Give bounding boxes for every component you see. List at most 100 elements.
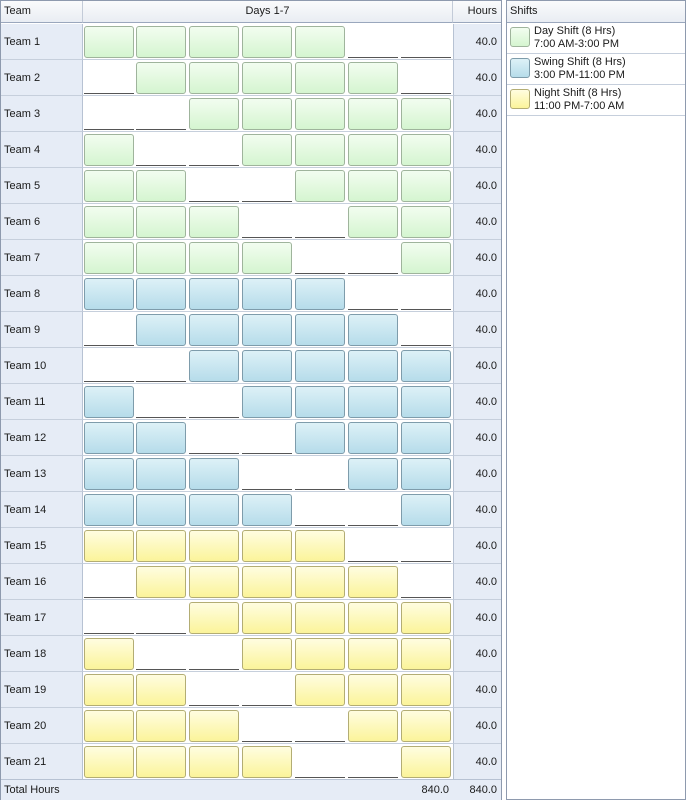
day-shift-block-day-2[interactable] bbox=[136, 242, 186, 274]
day-shift-block-day-1[interactable] bbox=[84, 170, 134, 202]
day-shift-block-day-5[interactable] bbox=[295, 170, 345, 202]
night-shift-block-day-1[interactable] bbox=[84, 638, 134, 670]
swing-shift-block-day-2[interactable] bbox=[136, 278, 186, 310]
day-off-slot-day-3[interactable] bbox=[189, 673, 239, 706]
day-off-slot-day-6[interactable] bbox=[348, 745, 398, 778]
day-off-slot-day-7[interactable] bbox=[401, 61, 451, 94]
night-shift-block-day-7[interactable] bbox=[401, 638, 451, 670]
swing-shift-block-day-7[interactable] bbox=[401, 422, 451, 454]
swing-shift-block-day-1[interactable] bbox=[84, 458, 134, 490]
day-shift-block-day-7[interactable] bbox=[401, 98, 451, 130]
day-shift-block-day-2[interactable] bbox=[136, 170, 186, 202]
night-shift-block-day-7[interactable] bbox=[401, 674, 451, 706]
day-off-slot-day-5[interactable] bbox=[295, 457, 345, 490]
team-row[interactable]: Team 17 40.0 bbox=[1, 600, 501, 636]
day-off-slot-day-4[interactable] bbox=[242, 673, 292, 706]
day-off-slot-day-6[interactable] bbox=[348, 25, 398, 58]
swing-shift-block-day-6[interactable] bbox=[348, 350, 398, 382]
swing-shift-block-day-7[interactable] bbox=[401, 350, 451, 382]
hours-column-header[interactable]: Hours bbox=[453, 1, 501, 23]
day-off-slot-day-5[interactable] bbox=[295, 241, 345, 274]
swing-shift-block-day-2[interactable] bbox=[136, 422, 186, 454]
legend-item-swing-shift[interactable]: Swing Shift (8 Hrs) 3:00 PM-11:00 PM bbox=[507, 54, 685, 85]
team-row[interactable]: Team 9 40.0 bbox=[1, 312, 501, 348]
day-off-slot-day-3[interactable] bbox=[189, 637, 239, 670]
night-shift-block-day-2[interactable] bbox=[136, 530, 186, 562]
day-off-slot-day-3[interactable] bbox=[189, 421, 239, 454]
day-shift-block-day-1[interactable] bbox=[84, 242, 134, 274]
day-shift-block-day-6[interactable] bbox=[348, 98, 398, 130]
swing-shift-block-day-7[interactable] bbox=[401, 386, 451, 418]
day-off-slot-day-2[interactable] bbox=[136, 385, 186, 418]
team-row[interactable]: Team 8 40.0 bbox=[1, 276, 501, 312]
team-row[interactable]: Team 2 40.0 bbox=[1, 60, 501, 96]
night-shift-block-day-4[interactable] bbox=[242, 746, 292, 778]
night-shift-block-day-2[interactable] bbox=[136, 746, 186, 778]
day-shift-block-day-7[interactable] bbox=[401, 134, 451, 166]
night-shift-block-day-1[interactable] bbox=[84, 746, 134, 778]
day-shift-block-day-2[interactable] bbox=[136, 62, 186, 94]
day-shift-block-day-2[interactable] bbox=[136, 26, 186, 58]
day-off-slot-day-4[interactable] bbox=[242, 421, 292, 454]
day-shift-block-day-3[interactable] bbox=[189, 242, 239, 274]
swing-shift-block-day-7[interactable] bbox=[401, 458, 451, 490]
day-shift-block-day-2[interactable] bbox=[136, 206, 186, 238]
night-shift-block-day-7[interactable] bbox=[401, 710, 451, 742]
night-shift-block-day-2[interactable] bbox=[136, 674, 186, 706]
night-shift-block-day-7[interactable] bbox=[401, 746, 451, 778]
day-off-slot-day-1[interactable] bbox=[84, 313, 134, 346]
day-off-slot-day-1[interactable] bbox=[84, 601, 134, 634]
team-row[interactable]: Team 16 40.0 bbox=[1, 564, 501, 600]
legend-item-night-shift[interactable]: Night Shift (8 Hrs) 11:00 PM-7:00 AM bbox=[507, 85, 685, 116]
day-off-slot-day-4[interactable] bbox=[242, 457, 292, 490]
day-off-slot-day-7[interactable] bbox=[401, 565, 451, 598]
team-row[interactable]: Team 1 40.0 bbox=[1, 24, 501, 60]
night-shift-block-day-1[interactable] bbox=[84, 710, 134, 742]
night-shift-block-day-6[interactable] bbox=[348, 602, 398, 634]
day-off-slot-day-7[interactable] bbox=[401, 25, 451, 58]
team-row[interactable]: Team 20 40.0 bbox=[1, 708, 501, 744]
swing-shift-block-day-2[interactable] bbox=[136, 494, 186, 526]
days-column-header[interactable]: Days 1-7 bbox=[83, 1, 453, 23]
team-row[interactable]: Team 3 40.0 bbox=[1, 96, 501, 132]
day-off-slot-day-5[interactable] bbox=[295, 493, 345, 526]
swing-shift-block-day-1[interactable] bbox=[84, 386, 134, 418]
night-shift-block-day-5[interactable] bbox=[295, 566, 345, 598]
day-shift-block-day-6[interactable] bbox=[348, 206, 398, 238]
swing-shift-block-day-5[interactable] bbox=[295, 422, 345, 454]
swing-shift-block-day-6[interactable] bbox=[348, 458, 398, 490]
day-off-slot-day-6[interactable] bbox=[348, 277, 398, 310]
day-off-slot-day-6[interactable] bbox=[348, 241, 398, 274]
team-row[interactable]: Team 12 40.0 bbox=[1, 420, 501, 456]
swing-shift-block-day-4[interactable] bbox=[242, 314, 292, 346]
swing-shift-block-day-5[interactable] bbox=[295, 278, 345, 310]
day-shift-block-day-6[interactable] bbox=[348, 170, 398, 202]
swing-shift-block-day-5[interactable] bbox=[295, 386, 345, 418]
night-shift-block-day-3[interactable] bbox=[189, 566, 239, 598]
night-shift-block-day-4[interactable] bbox=[242, 638, 292, 670]
team-row[interactable]: Team 4 40.0 bbox=[1, 132, 501, 168]
day-off-slot-day-2[interactable] bbox=[136, 349, 186, 382]
team-row[interactable]: Team 7 40.0 bbox=[1, 240, 501, 276]
day-off-slot-day-3[interactable] bbox=[189, 169, 239, 202]
swing-shift-block-day-4[interactable] bbox=[242, 278, 292, 310]
day-shift-block-day-4[interactable] bbox=[242, 98, 292, 130]
day-shift-block-day-4[interactable] bbox=[242, 134, 292, 166]
team-row[interactable]: Team 5 40.0 bbox=[1, 168, 501, 204]
day-off-slot-day-3[interactable] bbox=[189, 385, 239, 418]
day-off-slot-day-2[interactable] bbox=[136, 601, 186, 634]
team-row[interactable]: Team 18 40.0 bbox=[1, 636, 501, 672]
day-off-slot-day-4[interactable] bbox=[242, 205, 292, 238]
night-shift-block-day-6[interactable] bbox=[348, 674, 398, 706]
night-shift-block-day-3[interactable] bbox=[189, 710, 239, 742]
day-off-slot-day-3[interactable] bbox=[189, 133, 239, 166]
team-column-header[interactable]: Team bbox=[1, 1, 83, 23]
day-off-slot-day-2[interactable] bbox=[136, 97, 186, 130]
day-shift-block-day-7[interactable] bbox=[401, 170, 451, 202]
day-shift-block-day-7[interactable] bbox=[401, 206, 451, 238]
day-off-slot-day-7[interactable] bbox=[401, 529, 451, 562]
day-off-slot-day-1[interactable] bbox=[84, 349, 134, 382]
team-row[interactable]: Team 10 40.0 bbox=[1, 348, 501, 384]
swing-shift-block-day-3[interactable] bbox=[189, 350, 239, 382]
day-shift-block-day-1[interactable] bbox=[84, 134, 134, 166]
